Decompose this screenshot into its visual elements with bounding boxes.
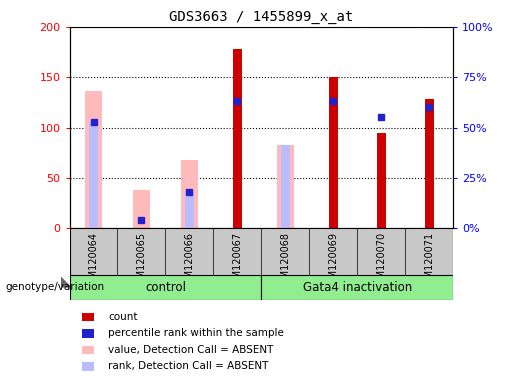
Bar xyxy=(181,160,198,228)
Text: GSM120064: GSM120064 xyxy=(89,232,98,291)
Text: GSM120065: GSM120065 xyxy=(136,232,146,291)
Text: GSM120066: GSM120066 xyxy=(184,232,195,291)
Bar xyxy=(185,192,194,228)
Bar xyxy=(377,133,386,228)
Bar xyxy=(329,77,338,228)
Text: Gata4 inactivation: Gata4 inactivation xyxy=(303,281,412,293)
Bar xyxy=(261,275,453,300)
Bar xyxy=(233,49,242,228)
Text: percentile rank within the sample: percentile rank within the sample xyxy=(108,328,284,338)
Text: rank, Detection Call = ABSENT: rank, Detection Call = ABSENT xyxy=(108,361,268,371)
Text: GSM120070: GSM120070 xyxy=(376,232,386,291)
Text: GSM120067: GSM120067 xyxy=(232,232,243,291)
Bar xyxy=(277,145,294,228)
Bar xyxy=(425,99,434,228)
Bar xyxy=(70,275,261,300)
Bar xyxy=(281,145,289,228)
Text: GSM120068: GSM120068 xyxy=(280,232,290,291)
Text: GSM120069: GSM120069 xyxy=(328,232,338,291)
Text: genotype/variation: genotype/variation xyxy=(5,282,104,292)
Polygon shape xyxy=(61,277,70,287)
Text: GSM120071: GSM120071 xyxy=(424,232,434,291)
Text: value, Detection Call = ABSENT: value, Detection Call = ABSENT xyxy=(108,345,273,355)
Bar xyxy=(85,91,102,228)
Bar xyxy=(133,190,150,228)
Text: count: count xyxy=(108,312,138,322)
Title: GDS3663 / 1455899_x_at: GDS3663 / 1455899_x_at xyxy=(169,10,353,25)
Text: control: control xyxy=(145,281,186,293)
Bar xyxy=(89,122,98,228)
